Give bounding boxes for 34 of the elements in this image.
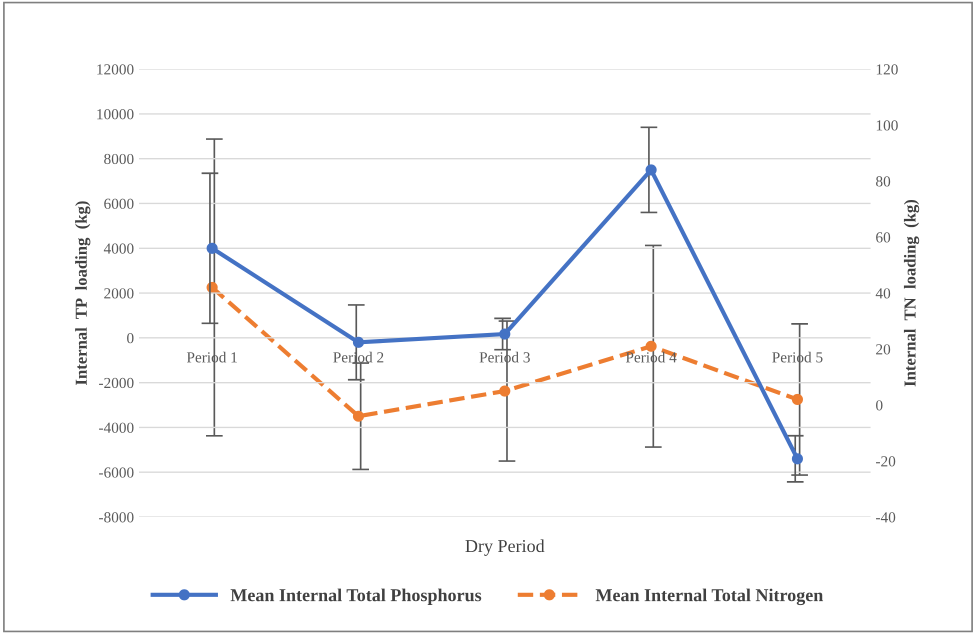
point: [792, 453, 803, 464]
y-tick-label: -2000: [99, 378, 134, 388]
point: [352, 410, 364, 422]
y2-tick-label: 60: [876, 232, 890, 243]
y-tick-label: 10000: [97, 109, 134, 120]
y-tick-label: 6000: [104, 198, 134, 209]
legend-label: Mean Internal Total Phosphorus: [230, 588, 482, 605]
point: [646, 164, 657, 176]
y-tick-label: 2000: [104, 288, 134, 299]
x-axis-title: Dry Period: [465, 539, 544, 556]
point: [499, 328, 510, 340]
y2-tick-label: -40: [876, 512, 896, 522]
y-tick-label: -4000: [99, 422, 134, 433]
y2-tick-label: 120: [876, 64, 898, 75]
y-tick-label: 12000: [97, 64, 134, 75]
y-tick-label: 4000: [104, 243, 134, 254]
y2-axis-title: Internal TN loading (kg): [904, 200, 920, 386]
point: [206, 242, 218, 254]
y2-tick-label: 20: [876, 344, 890, 355]
point: [352, 336, 364, 348]
point: [646, 340, 657, 352]
y-tick-label: -6000: [99, 467, 134, 478]
y2-tick-label: 0: [876, 400, 883, 410]
y-tick-label: -8000: [99, 512, 134, 522]
y2-tick-label: -20: [876, 456, 896, 466]
y-tick-label: 0: [127, 333, 134, 344]
y2-tick-label: 80: [876, 176, 890, 187]
legend-label: Mean Internal Total Nitrogen: [596, 588, 824, 606]
point: [792, 394, 803, 406]
y2-tick-label: 100: [876, 120, 898, 131]
y-axis-title: Internal TP loading (kg): [75, 201, 90, 385]
y2-tick-label: 40: [876, 288, 890, 299]
point: [499, 385, 510, 397]
y-tick-label: 8000: [104, 154, 134, 164]
